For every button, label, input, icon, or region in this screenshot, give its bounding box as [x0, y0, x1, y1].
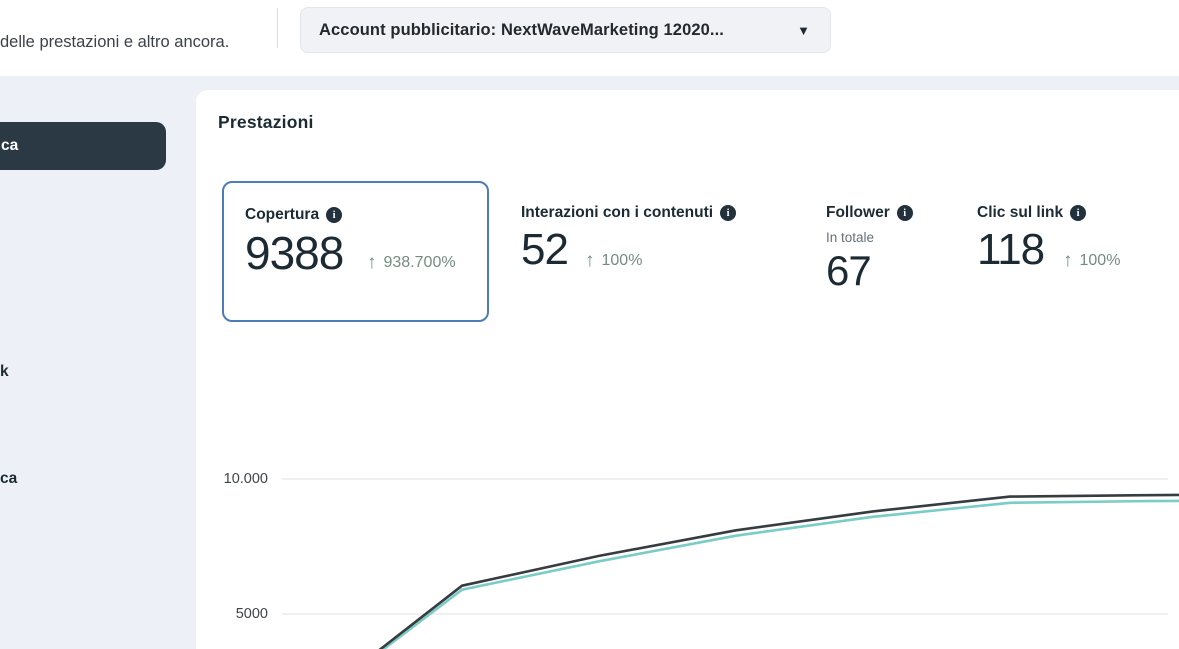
top-bar: delle prestazioni e altro ancora. Accoun… — [0, 0, 1179, 76]
performance-chart — [282, 478, 1179, 649]
sidebar-item-fragment-2[interactable]: ca — [0, 470, 18, 487]
page-title: Prestazioni — [218, 112, 314, 132]
metric-card-copertura[interactable]: Copertura i 9388 ↑ 938.700% — [222, 181, 489, 322]
info-icon[interactable]: i — [326, 207, 343, 223]
metric-value: 9388 — [245, 227, 344, 279]
sidebar-item-fragment-1[interactable]: k — [0, 363, 9, 380]
trend-value: 100% — [1079, 251, 1121, 269]
arrow-up-icon: ↑ — [585, 250, 595, 271]
trend-badge: ↑ 100% — [1063, 251, 1120, 270]
tagline-text: delle prestazioni e altro ancora. — [0, 33, 230, 51]
info-icon[interactable]: i — [1070, 205, 1087, 221]
account-dropdown[interactable]: Account pubblicitario: NextWaveMarketing… — [300, 7, 831, 53]
metric-label: Copertura i — [245, 206, 343, 224]
arrow-up-icon: ↑ — [1063, 250, 1073, 271]
sidebar: ca k ca — [0, 76, 196, 649]
trend-badge: ↑ 938.700% — [367, 253, 456, 272]
metric-subtitle: In totale — [826, 230, 875, 245]
metric-label: Follower i — [826, 204, 913, 222]
y-axis-tick-5000: 5000 — [235, 606, 268, 622]
metric-label: Interazioni con i contenuti i — [521, 204, 737, 222]
metric-card-interazioni[interactable]: Interazioni con i contenuti i 52 ↑ 100% — [521, 181, 801, 322]
account-dropdown-label: Account pubblicitario: NextWaveMarketing… — [319, 20, 724, 39]
metric-label: Clic sul link i — [977, 204, 1087, 222]
info-icon[interactable]: i — [720, 205, 737, 221]
trend-value: 938.700% — [383, 253, 456, 271]
topbar-divider — [277, 8, 278, 48]
sidebar-item-label: ca — [1, 137, 19, 154]
main-panel: Prestazioni Copertura i 9388 ↑ 938.700% … — [196, 90, 1179, 649]
metric-value: 52 — [521, 225, 569, 274]
sidebar-item-selected[interactable]: ca — [0, 122, 166, 170]
metric-card-clic-sul-link[interactable]: Clic sul link i 118 ↑ 100% — [977, 181, 1177, 322]
metric-value: 67 — [826, 247, 872, 294]
content-area: ca k ca Prestazioni Copertura i 9388 ↑ 9… — [0, 76, 1179, 649]
trend-value: 100% — [601, 251, 643, 269]
metric-card-follower[interactable]: Follower i In totale 67 — [826, 181, 976, 322]
trend-badge: ↑ 100% — [585, 251, 642, 270]
arrow-up-icon: ↑ — [367, 252, 377, 273]
metric-value: 118 — [977, 225, 1045, 274]
y-axis-tick-10000: 10.000 — [223, 471, 268, 487]
caret-down-icon: ▼ — [797, 22, 810, 38]
chart-area: 10.000 5000 — [196, 360, 1179, 649]
info-icon[interactable]: i — [896, 205, 913, 221]
